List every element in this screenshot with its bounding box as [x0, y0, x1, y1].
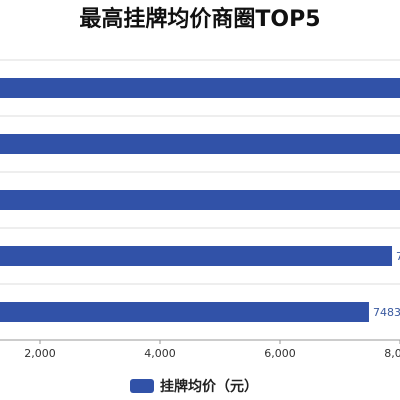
x-tick-label: 2,000 [24, 347, 56, 360]
data-label: 7483 [373, 306, 400, 319]
x-tick-label: 4,000 [144, 347, 176, 360]
bar [0, 190, 400, 210]
bar [0, 134, 400, 154]
x-tick-label: 8,000 [384, 347, 400, 360]
chart-title: 最高挂牌均价商圈TOP5 [79, 6, 320, 32]
legend-label: 挂牌均价（元） [160, 378, 258, 395]
bar [0, 246, 393, 266]
bar [0, 302, 369, 322]
legend-swatch [130, 379, 154, 393]
x-tick-label: 6,000 [264, 347, 296, 360]
data-label: 7867 [396, 250, 400, 263]
bar [0, 78, 400, 98]
